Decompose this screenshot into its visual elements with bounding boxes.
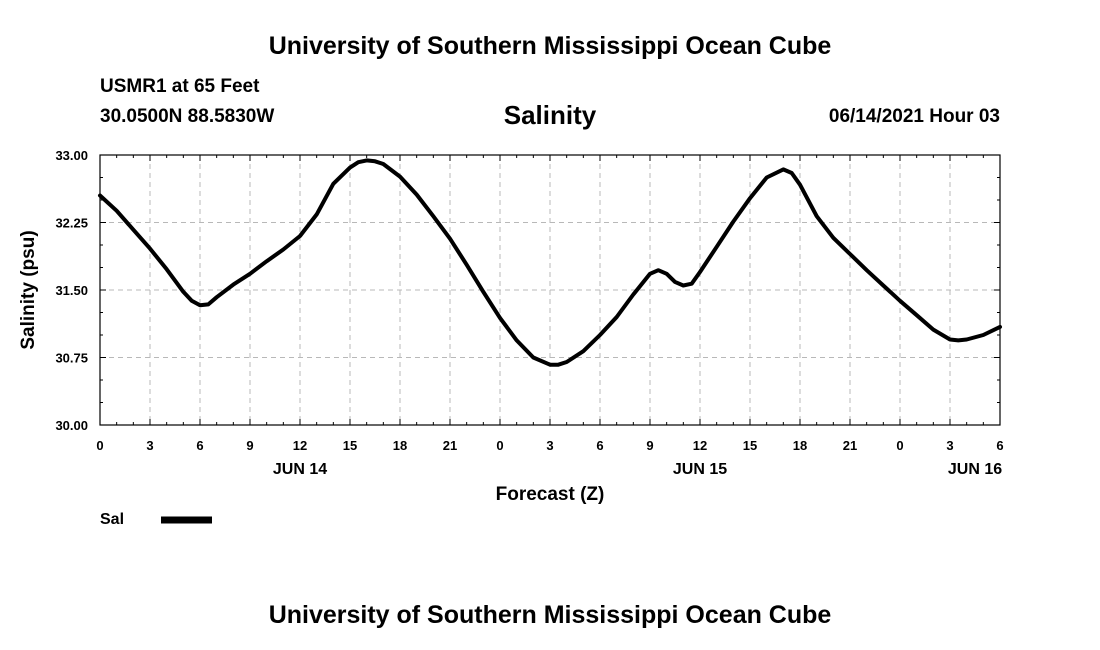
y-tick-label: 32.25 — [55, 216, 88, 231]
chart-subtitle: Salinity — [503, 100, 597, 130]
x-tick-label: 12 — [693, 438, 707, 453]
y-axis-title: Salinity (psu) — [18, 230, 39, 349]
station-label: USMR1 at 65 Feet — [100, 76, 260, 97]
x-tick-label: 21 — [843, 438, 857, 453]
y-tick-label: 31.50 — [55, 283, 88, 298]
x-tick-label: 9 — [646, 438, 653, 453]
legend-label: Sal — [100, 511, 124, 528]
x-tick-label: 6 — [996, 438, 1003, 453]
series-line-sal — [98, 158, 1002, 367]
y-tick-label: 30.75 — [55, 351, 88, 366]
x-axis-title: Forecast (Z) — [496, 484, 605, 505]
x-tick-label: 9 — [246, 438, 253, 453]
x-day-label: JUN 14 — [273, 461, 327, 478]
x-tick-label: 12 — [293, 438, 307, 453]
x-tick-label: 15 — [743, 438, 757, 453]
x-tick-label: 21 — [443, 438, 457, 453]
x-tick-label: 3 — [546, 438, 553, 453]
plot-frame — [99, 154, 1001, 426]
x-day-label: JUN 15 — [673, 461, 727, 478]
chart-title-bottom: University of Southern Mississippi Ocean… — [268, 601, 832, 629]
x-tick-label: 0 — [896, 438, 903, 453]
x-tick-label: 6 — [196, 438, 203, 453]
x-tick-label: 0 — [496, 438, 503, 453]
x-day-label: JUN 16 — [948, 461, 1002, 478]
x-tick-label: 3 — [146, 438, 153, 453]
x-tick-label: 6 — [596, 438, 603, 453]
coordinates-label: 30.0500N 88.5830W — [100, 106, 275, 127]
x-tick-label: 0 — [96, 438, 103, 453]
x-tick-label: 18 — [393, 438, 407, 453]
forecast-datetime: 06/14/2021 Hour 03 — [828, 106, 1000, 127]
x-tick-label: 15 — [343, 438, 357, 453]
y-tick-label: 30.00 — [55, 418, 88, 433]
chart-title-top: University of Southern Mississippi Ocean… — [268, 32, 832, 60]
x-tick-label: 3 — [946, 438, 953, 453]
x-tick-label: 18 — [793, 438, 807, 453]
y-tick-label: 33.00 — [55, 148, 88, 163]
